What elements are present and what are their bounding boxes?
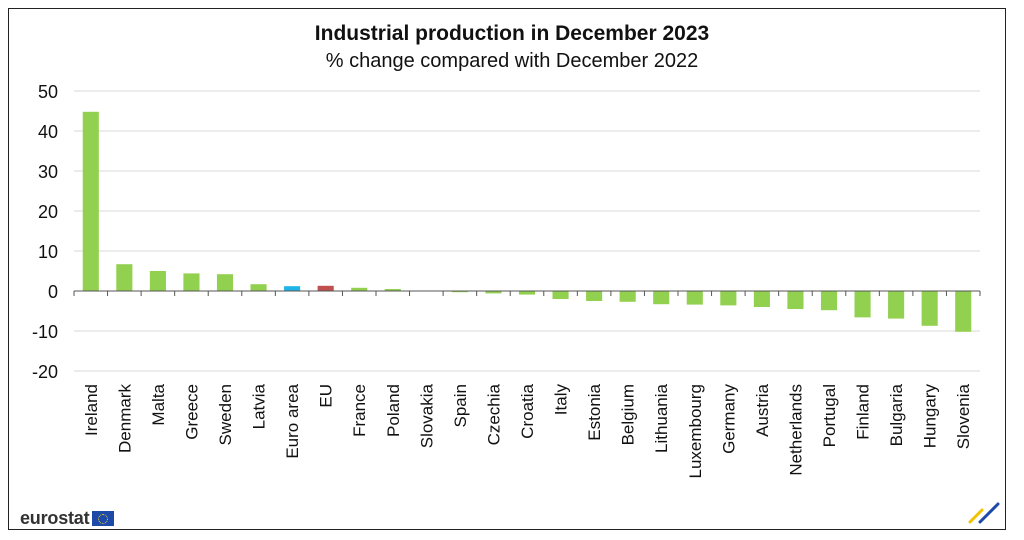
category-label: Croatia (518, 383, 537, 438)
y-tick-label: -20 (32, 362, 58, 382)
bar (586, 291, 603, 301)
category-label: Germany (719, 384, 738, 454)
category-label: France (350, 384, 369, 437)
category-label: Czechia (484, 383, 503, 445)
bar (753, 291, 770, 307)
category-label: Belgium (619, 384, 638, 445)
bar (183, 273, 200, 291)
eurostat-mark-icon (968, 502, 1000, 524)
bar (552, 291, 569, 299)
eurostat-logo: eurostat (20, 508, 115, 529)
chart-frame (8, 8, 1006, 530)
bar (820, 291, 838, 311)
y-tick-label: 0 (48, 282, 58, 302)
category-label: Finland (854, 384, 873, 440)
bar (955, 291, 972, 332)
category-label: Luxembourg (686, 384, 705, 479)
category-label: Poland (384, 384, 403, 437)
eu-flag-icon (92, 511, 115, 526)
bar (787, 291, 804, 309)
bar (653, 291, 670, 305)
category-label: Spain (451, 384, 470, 427)
y-tick-label: 40 (38, 122, 58, 142)
category-label: Malta (149, 383, 168, 425)
bar (351, 287, 368, 291)
bar (149, 271, 166, 291)
logo-text: eurostat (20, 508, 90, 528)
bar (82, 111, 99, 291)
bar (921, 291, 938, 326)
bar (619, 291, 636, 302)
category-label: Bulgaria (887, 383, 906, 446)
category-label: Estonia (585, 383, 604, 440)
y-tick-label: 20 (38, 202, 58, 222)
category-label: Slovakia (417, 383, 436, 448)
y-tick-label: 30 (38, 162, 58, 182)
category-label: Slovenia (954, 383, 973, 449)
y-tick-label: 10 (38, 242, 58, 262)
category-label: Netherlands (786, 384, 805, 476)
bar (854, 291, 871, 318)
bar (116, 264, 133, 291)
bar (485, 291, 502, 294)
y-tick-label: 50 (38, 82, 58, 102)
category-label: Denmark (115, 384, 134, 453)
category-label: Euro area (283, 383, 302, 458)
category-label: Italy (552, 384, 571, 416)
bar (250, 284, 267, 291)
bar (284, 286, 301, 291)
bar (451, 291, 468, 293)
category-label: Sweden (216, 384, 235, 445)
category-label: Portugal (820, 384, 839, 447)
y-tick-label: -10 (32, 322, 58, 342)
category-label: Hungary (921, 384, 940, 449)
chart-title: Industrial production in December 2023 (314, 22, 710, 45)
category-label: Austria (753, 383, 772, 436)
bar (384, 289, 401, 291)
category-label: Greece (182, 384, 201, 440)
category-label: Ireland (82, 384, 101, 436)
bar (720, 291, 737, 306)
bar (518, 291, 536, 295)
category-label: Latvia (250, 383, 269, 429)
bar (686, 291, 703, 305)
bar (216, 274, 234, 291)
chart-subtitle: % change compared with December 2022 (325, 50, 699, 72)
category-label: EU (317, 384, 336, 408)
category-label: Lithuania (652, 383, 671, 453)
bar (317, 285, 334, 291)
bar (888, 291, 905, 319)
